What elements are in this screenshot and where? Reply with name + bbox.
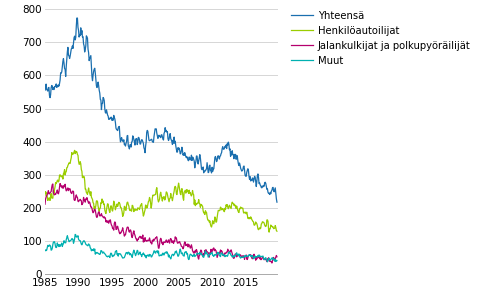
Yhteensä xyxy=(208,171,214,175)
Jalankulkijat ja polkupyöräilijät xyxy=(269,261,275,265)
Muut xyxy=(216,251,222,255)
Jalankulkijat ja polkupyöräilijät xyxy=(232,252,238,256)
Jalankulkijat ja polkupyöräilijät xyxy=(44,193,50,197)
Jalankulkijat ja polkupyöräilijät xyxy=(216,252,222,256)
Muut xyxy=(208,251,214,255)
Line: Muut: Muut xyxy=(45,234,277,262)
Yhteensä xyxy=(74,16,80,20)
Line: Yhteensä: Yhteensä xyxy=(45,18,277,202)
Yhteensä xyxy=(232,152,238,156)
Henkilöautoilijat xyxy=(115,202,121,206)
Muut xyxy=(274,259,280,262)
Henkilöautoilijat xyxy=(42,194,48,197)
Yhteensä xyxy=(186,155,192,159)
Henkilöautoilijat xyxy=(274,229,280,233)
Muut xyxy=(264,260,270,264)
Henkilöautoilijat xyxy=(186,188,192,192)
Legend: Yhteensä, Henkilöautoilijat, Jalankulkijat ja polkupyöräilijät, Muut: Yhteensä, Henkilöautoilijat, Jalankulkij… xyxy=(287,6,474,70)
Henkilöautoilijat xyxy=(208,225,214,229)
Yhteensä xyxy=(42,88,48,92)
Muut xyxy=(115,254,121,258)
Jalankulkijat ja polkupyöräilijät xyxy=(115,227,121,231)
Line: Henkilöautoilijat: Henkilöautoilijat xyxy=(45,150,277,232)
Jalankulkijat ja polkupyöräilijät xyxy=(208,250,214,254)
Jalankulkijat ja polkupyöräilijät xyxy=(186,244,192,247)
Muut xyxy=(186,257,192,261)
Yhteensä xyxy=(216,154,222,158)
Henkilöautoilijat xyxy=(72,148,78,152)
Henkilöautoilijat xyxy=(44,195,50,198)
Jalankulkijat ja polkupyöräilijät xyxy=(42,202,48,206)
Henkilöautoilijat xyxy=(232,204,238,207)
Henkilöautoilijat xyxy=(216,209,222,212)
Henkilöautoilijat xyxy=(266,230,272,234)
Jalankulkijat ja polkupyöräilijät xyxy=(274,255,280,259)
Yhteensä xyxy=(115,126,121,130)
Muut xyxy=(232,253,238,257)
Line: Jalankulkijat ja polkupyöräilijät: Jalankulkijat ja polkupyöräilijät xyxy=(45,184,277,263)
Yhteensä xyxy=(44,88,50,92)
Jalankulkijat ja polkupyöräilijät xyxy=(57,182,63,185)
Muut xyxy=(72,233,78,236)
Muut xyxy=(44,246,50,250)
Yhteensä xyxy=(274,200,280,204)
Muut xyxy=(42,249,48,253)
